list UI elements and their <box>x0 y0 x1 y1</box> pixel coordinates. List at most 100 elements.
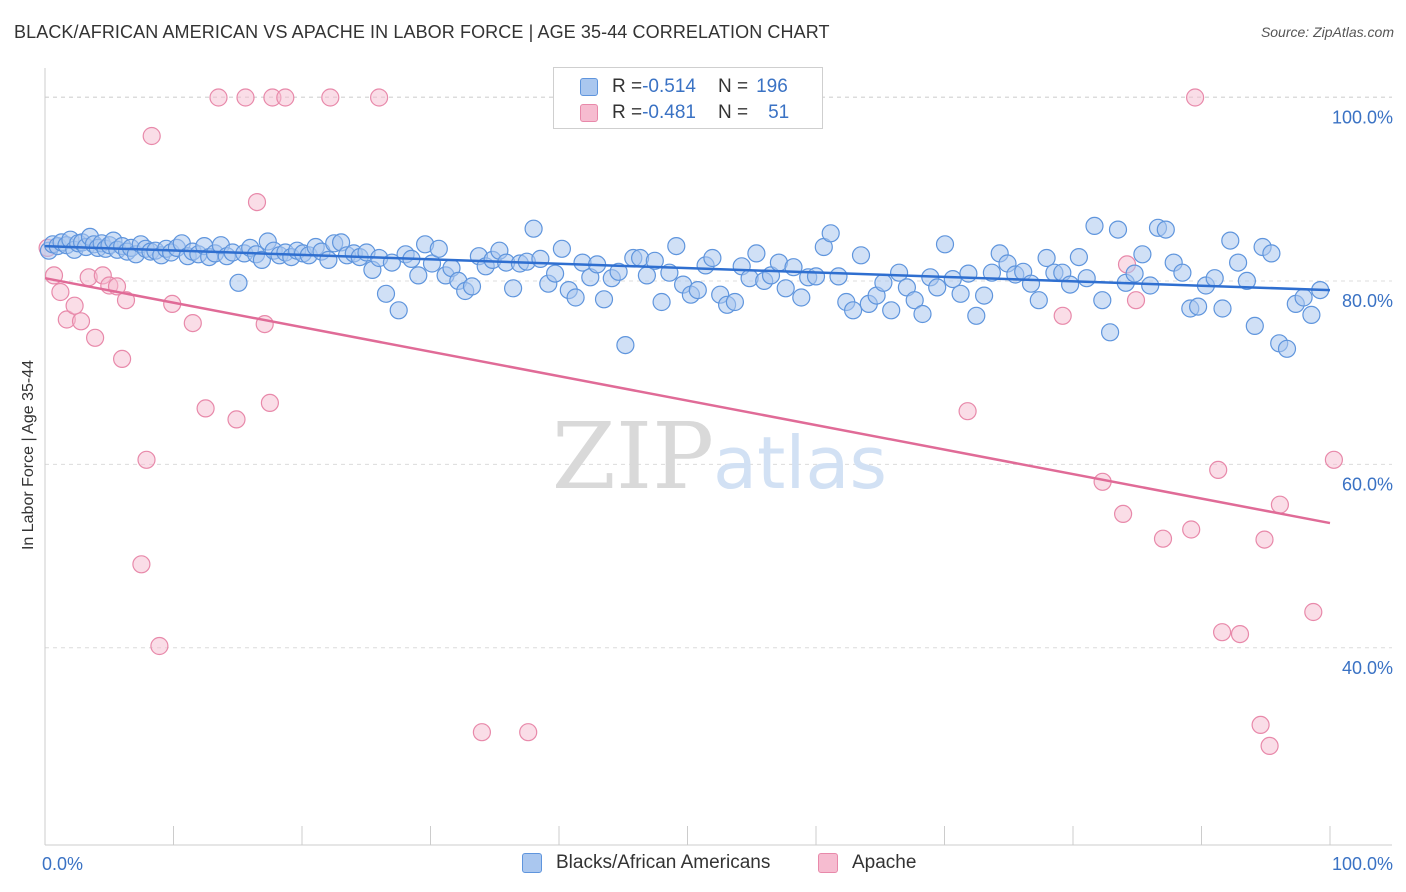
point-black <box>974 286 994 305</box>
legend-n-label: N = <box>717 76 749 97</box>
source-note: Source: ZipAtlas.com <box>1260 24 1394 40</box>
point-black <box>1141 276 1160 295</box>
x-tick-label: 100.0% <box>1332 854 1393 874</box>
point-apache <box>1324 450 1344 469</box>
point-black <box>524 219 543 238</box>
point-black <box>959 264 978 283</box>
point-apache <box>260 393 279 412</box>
point-apache <box>1212 623 1232 642</box>
point-apache <box>247 193 267 212</box>
point-black <box>531 249 550 268</box>
point-apache <box>519 723 538 742</box>
y-tick-label: 60.0% <box>1342 474 1393 494</box>
point-black <box>630 248 650 268</box>
point-apache <box>1270 495 1290 514</box>
point-apache <box>196 399 215 418</box>
legend-row-apache: R = -0.481 N = 51 <box>580 101 789 125</box>
point-black <box>1077 269 1096 288</box>
point-apache <box>370 88 389 107</box>
point-black <box>552 239 572 258</box>
legend-swatch-black <box>580 78 598 96</box>
point-black <box>462 277 482 296</box>
y-tick-label: 80.0% <box>1342 291 1393 311</box>
point-black <box>616 336 635 355</box>
point-black <box>319 250 338 269</box>
point-black <box>1037 248 1056 268</box>
point-black <box>889 263 909 282</box>
point-apache <box>71 312 91 331</box>
correlation-legend: R = -0.514 N = 196 R = -0.481 N = 51 <box>553 67 823 129</box>
point-apache <box>85 328 105 347</box>
point-apache <box>1153 529 1173 548</box>
point-black <box>821 224 840 243</box>
point-black <box>1188 297 1208 316</box>
point-black <box>1085 216 1104 235</box>
legend-swatch-apache <box>580 104 598 122</box>
legend-label-black: Blacks/African Americans <box>556 852 771 873</box>
point-black <box>652 292 671 312</box>
point-apache <box>1230 624 1250 644</box>
point-apache <box>1260 736 1279 756</box>
point-black <box>851 246 871 265</box>
gridlines <box>45 96 1392 649</box>
legend-label-apache: Apache <box>852 852 917 873</box>
point-apache <box>958 402 977 421</box>
point-apache <box>472 723 491 742</box>
point-black <box>566 288 585 307</box>
legend-swatch-black <box>522 853 542 873</box>
point-black <box>594 290 614 309</box>
tick-labels: 40.0% 60.0% 80.0% 100.0% 0.0% 100.0% <box>42 108 1393 874</box>
point-black <box>725 292 745 312</box>
legend-r-label: R = <box>612 102 643 123</box>
point-black <box>1156 220 1175 239</box>
legend-swatch-apache <box>818 853 838 873</box>
point-black <box>609 262 628 281</box>
series-black-points <box>39 216 1330 358</box>
point-apache <box>51 282 70 302</box>
point-black <box>389 301 408 320</box>
point-black <box>1294 288 1313 307</box>
point-apache <box>1304 602 1323 622</box>
legend-item-apache: Apache <box>818 852 916 874</box>
point-black <box>376 284 396 303</box>
x-tick-label: 0.0% <box>42 854 83 874</box>
point-apache <box>276 88 295 107</box>
point-black <box>1173 263 1192 282</box>
series-apache-points <box>38 88 1344 756</box>
legend-r-value: -0.481 <box>642 102 696 123</box>
point-black <box>1237 271 1257 290</box>
y-tick-label: 100.0% <box>1332 108 1393 128</box>
point-black <box>905 291 924 310</box>
point-black <box>951 284 970 303</box>
point-black <box>645 251 664 270</box>
point-black <box>1021 274 1041 293</box>
point-black <box>1060 275 1080 294</box>
point-black <box>688 281 707 300</box>
point-apache <box>112 349 132 368</box>
legend-r-value: -0.514 <box>642 76 696 97</box>
point-black <box>1262 244 1281 263</box>
point-black <box>913 304 932 324</box>
trendline-black <box>44 244 1331 292</box>
legend-item-black: Blacks/African Americans <box>522 852 770 874</box>
point-black <box>829 267 848 286</box>
point-apache <box>1185 88 1205 107</box>
point-black <box>503 279 523 298</box>
point-apache <box>65 296 84 315</box>
trendline-apache <box>44 276 1331 525</box>
point-apache <box>1255 530 1274 549</box>
point-apache <box>1182 520 1201 539</box>
point-apache <box>116 291 136 310</box>
point-black <box>1100 323 1120 342</box>
point-apache <box>236 88 255 107</box>
point-black <box>935 235 955 254</box>
point-apache <box>227 410 246 429</box>
axes <box>44 68 1392 846</box>
point-apache <box>183 314 202 333</box>
point-apache <box>1126 291 1146 310</box>
point-black <box>667 237 686 256</box>
point-black <box>1029 291 1048 310</box>
watermark-zip: ZIP <box>552 403 714 510</box>
point-black <box>1093 291 1112 310</box>
